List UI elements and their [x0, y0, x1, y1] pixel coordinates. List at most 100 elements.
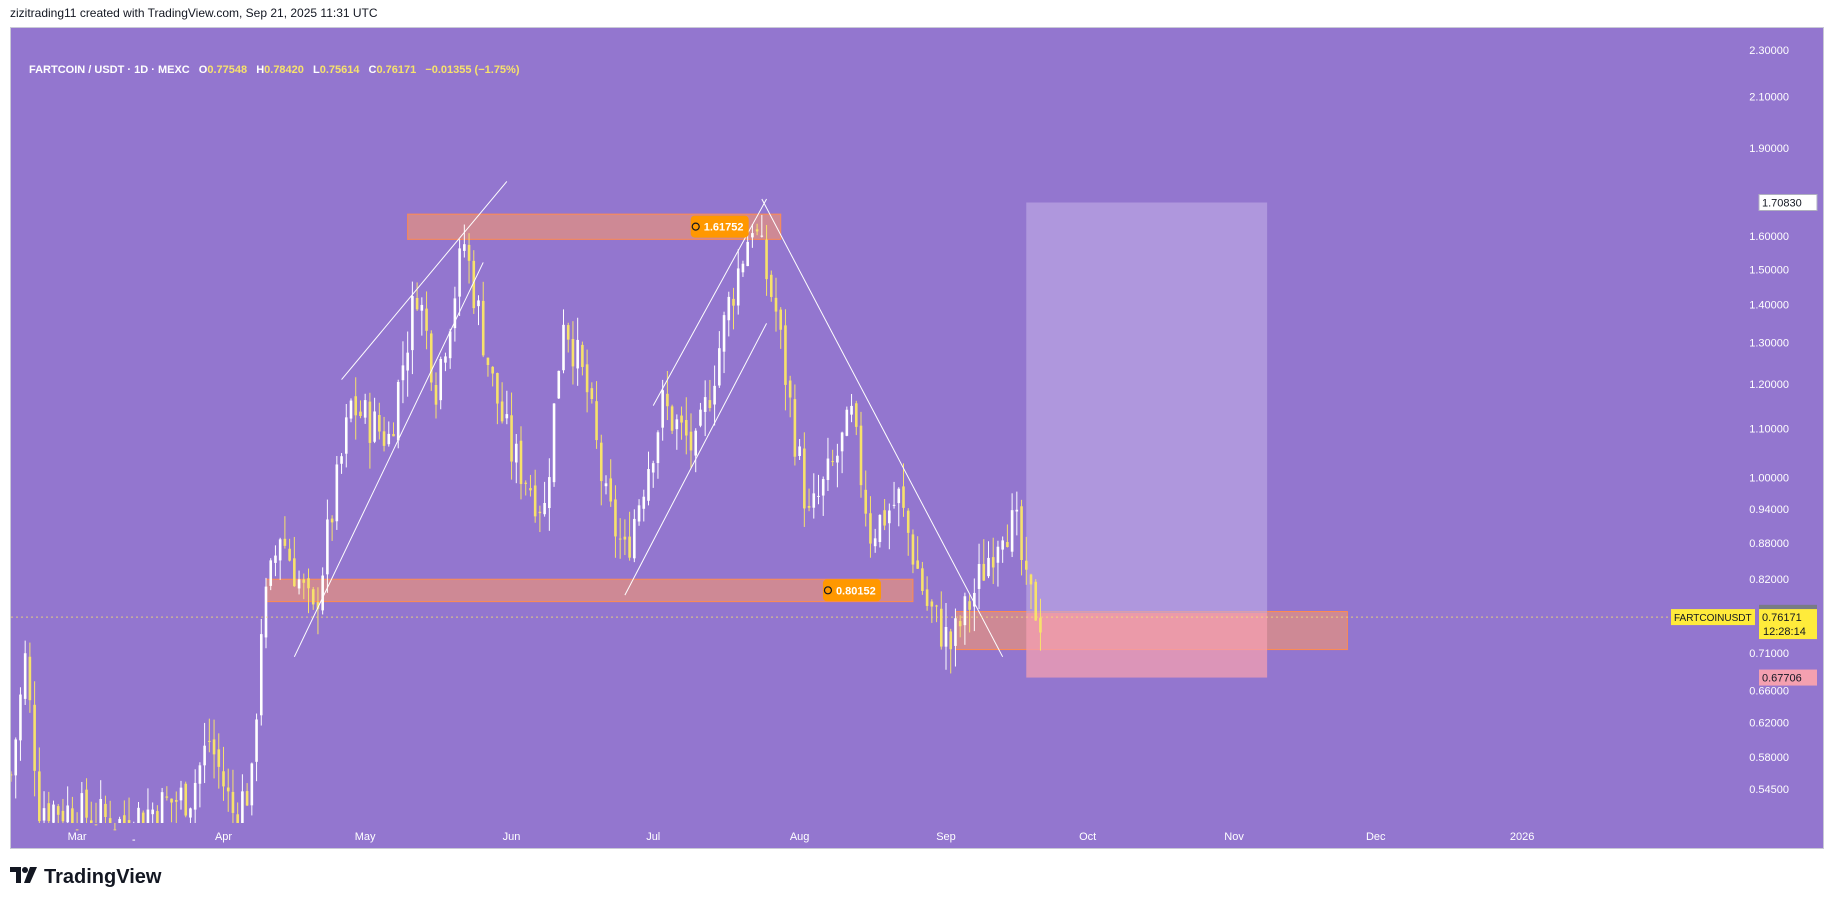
- candles-group: [11, 214, 1042, 841]
- high-label: H: [256, 64, 265, 76]
- candle-body: [788, 380, 792, 398]
- candle-body: [108, 818, 112, 823]
- brand-name: TradingView: [44, 866, 162, 888]
- candle-body: [628, 536, 631, 558]
- open-value: 0.77548: [207, 64, 248, 76]
- candle-body: [1001, 540, 1004, 550]
- symbol-title: FARTCOIN / USDT · 1D · MEXC: [29, 64, 190, 76]
- brand-footer: TradingView: [10, 866, 161, 889]
- x-tick-label: Apr: [215, 831, 232, 843]
- x-tick-label: Dec: [1366, 831, 1386, 843]
- candle-body: [1010, 510, 1014, 552]
- candle-body: [514, 443, 518, 463]
- candle-body: [1015, 509, 1019, 512]
- candle-body: [14, 739, 18, 776]
- candle-body: [604, 483, 608, 487]
- candle-body: [226, 787, 230, 792]
- candle-body: [170, 798, 173, 803]
- candle-body: [392, 434, 395, 437]
- candle-body: [66, 805, 69, 823]
- y-tick-label: 1.50000: [1749, 264, 1789, 276]
- level-anchor-icon: [691, 222, 700, 231]
- y-tick-label: 1.00000: [1749, 472, 1789, 484]
- candle-body: [888, 510, 891, 524]
- candle-body: [326, 519, 329, 575]
- candle-body: [94, 824, 98, 826]
- x-tick-label: Aug: [790, 831, 810, 843]
- candle-body: [250, 763, 254, 806]
- candle-body: [241, 791, 244, 823]
- candle-body: [368, 401, 372, 443]
- candle-body: [42, 808, 46, 821]
- price-label-text: 0.76171: [1762, 612, 1802, 624]
- sr-zone: [265, 578, 914, 603]
- candle-body: [75, 829, 79, 831]
- candle-body: [80, 793, 84, 823]
- y-tick-label: 0.94000: [1749, 504, 1789, 516]
- candle-body: [935, 605, 938, 607]
- candle-body: [585, 364, 589, 393]
- candle-body: [189, 808, 192, 818]
- candle-body: [52, 804, 55, 823]
- candle-body: [590, 388, 594, 400]
- candle-body: [821, 479, 825, 496]
- candle-body: [321, 575, 324, 611]
- y-tick-label: 0.82000: [1749, 574, 1789, 586]
- symbol-tag-box: [1671, 609, 1755, 626]
- candle-body: [911, 534, 915, 565]
- candle-body: [307, 578, 310, 589]
- candle-body: [519, 440, 523, 485]
- candle-body: [939, 608, 943, 647]
- chart-frame[interactable]: 2.30000 2.10000 1.90000 1.60000 1.50000 1.400…: [10, 27, 1824, 849]
- level-label-box: [690, 215, 749, 238]
- candle-body: [293, 558, 296, 587]
- candle-body: [104, 803, 107, 818]
- candle-body: [854, 403, 858, 427]
- candle-body: [769, 274, 773, 297]
- candle-body: [566, 325, 570, 340]
- ohlc-legend: FARTCOIN / USDT · 1D · MEXC O0.77548 H0.…: [29, 64, 520, 76]
- candle-body: [387, 433, 391, 445]
- countdown-text: 12:28:14: [1763, 626, 1806, 638]
- candle-body: [557, 370, 561, 399]
- candle-body: [85, 789, 88, 818]
- candle-body: [302, 579, 306, 583]
- candle-body: [1006, 542, 1009, 548]
- candle-body: [491, 366, 494, 374]
- candle-body: [892, 504, 896, 506]
- candle-body: [836, 455, 839, 463]
- candle-body: [524, 482, 528, 484]
- candle-body: [56, 806, 60, 815]
- candle-body: [670, 406, 674, 431]
- candle-body: [869, 513, 872, 544]
- candle-body: [958, 621, 962, 627]
- x-tick-label: Oct: [1079, 831, 1096, 843]
- y-tick-label: 0.58000: [1749, 752, 1789, 764]
- y-tick-label: 0.71000: [1749, 648, 1789, 660]
- candle-body: [472, 260, 476, 309]
- candle-body: [496, 372, 499, 404]
- candle-body: [127, 820, 131, 823]
- candle-body: [28, 656, 32, 701]
- candle-body: [571, 338, 575, 367]
- candle-body: [259, 634, 263, 716]
- tradingview-logo-icon: [10, 866, 38, 889]
- candle-body: [510, 415, 513, 462]
- y-tick-label: 2.30000: [1749, 45, 1789, 57]
- candle-body: [637, 505, 641, 522]
- candle-body: [689, 431, 693, 451]
- candle-body: [703, 397, 707, 412]
- candle-body: [840, 432, 844, 452]
- candle-body: [793, 399, 797, 457]
- candle-body: [255, 719, 258, 762]
- price-label-box: [1759, 609, 1817, 640]
- candle-body: [425, 308, 428, 331]
- y-tick-label: 0.54500: [1749, 784, 1789, 796]
- price-label-text: 0.67706: [1762, 673, 1802, 685]
- candle-body: [543, 502, 546, 515]
- candle-body: [760, 235, 764, 237]
- price-chart[interactable]: 2.30000 2.10000 1.90000 1.60000 1.50000 1.400…: [11, 28, 1824, 849]
- candle-body: [89, 820, 93, 823]
- y-tick-label: 1.90000: [1749, 143, 1789, 155]
- candle-body: [486, 357, 490, 366]
